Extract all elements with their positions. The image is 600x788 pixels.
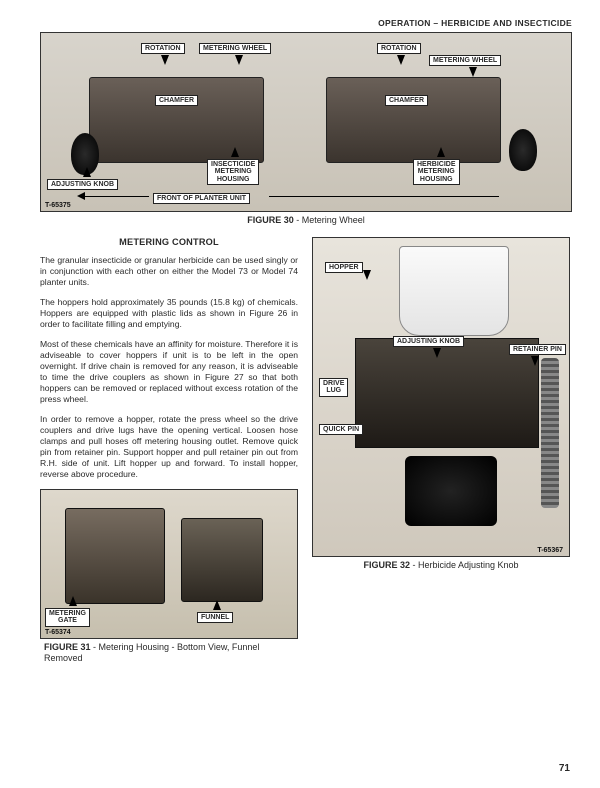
figure-32-tcode: T-65367: [537, 547, 563, 554]
arrow-icon: [397, 55, 405, 65]
arrow-icon: [437, 147, 445, 157]
left-column: METERING CONTROL The granular insecticid…: [40, 233, 298, 664]
arrow-icon: [433, 348, 441, 358]
hopper-shape: [399, 246, 509, 336]
arrow-icon: [363, 270, 371, 280]
paragraph-4: In order to remove a hopper, rotate the …: [40, 414, 298, 480]
front-of-unit-label: FRONT OF PLANTER UNIT: [153, 193, 250, 204]
figure-32-caption: FIGURE 32 - Herbicide Adjusting Knob: [312, 560, 570, 570]
herbicide-housing-label: HERBICIDE METERING HOUSING: [413, 159, 460, 185]
arrow-icon: [161, 55, 169, 65]
chamfer-left-label: CHAMFER: [155, 95, 198, 106]
funnel-label: FUNNEL: [197, 612, 233, 623]
figure-30-title: - Metering Wheel: [294, 215, 365, 225]
page-header: OPERATION – HERBICIDE AND INSECTICIDE: [40, 18, 572, 28]
arrow-icon: [83, 167, 91, 177]
paragraph-3: Most of these chemicals have an affinity…: [40, 339, 298, 405]
figure-30-tcode: T-65375: [45, 202, 71, 209]
line-icon: [83, 196, 149, 197]
housing-left-shape: [65, 508, 165, 604]
housing-right-shape: [181, 518, 263, 602]
page-number: 71: [559, 763, 570, 774]
right-housing-shape: [326, 77, 501, 163]
figure-32-title: - Herbicide Adjusting Knob: [410, 560, 519, 570]
figure-31-tcode: T-65374: [45, 629, 71, 636]
adjusting-knob-label: ADJUSTING KNOB: [47, 179, 118, 190]
section-title: METERING CONTROL: [40, 237, 298, 247]
figure-31-image: METERING GATE FUNNEL T-65374: [40, 489, 298, 639]
right-column: HOPPER ADJUSTING KNOB RETAINER PIN DRIVE…: [312, 233, 570, 570]
metering-gate-label: METERING GATE: [45, 608, 90, 627]
quick-pin-label: QUICK PIN: [319, 424, 363, 435]
rotation-right-label: ROTATION: [377, 43, 421, 54]
arrow-icon: [469, 67, 477, 77]
figure-30-number: FIGURE 30: [247, 215, 294, 225]
figure-30-caption: FIGURE 30 - Metering Wheel: [40, 215, 572, 225]
metering-wheel-left-label: METERING WHEEL: [199, 43, 271, 54]
adjusting-knob-label-32: ADJUSTING KNOB: [393, 336, 464, 347]
rotation-left-label: ROTATION: [141, 43, 185, 54]
chain-shape: [541, 358, 559, 508]
figure-32-image: HOPPER ADJUSTING KNOB RETAINER PIN DRIVE…: [312, 237, 570, 557]
metering-wheel-right-label: METERING WHEEL: [429, 55, 501, 66]
retainer-pin-label: RETAINER PIN: [509, 344, 566, 355]
drive-lug-label: DRIVE LUG: [319, 378, 348, 397]
hopper-label: HOPPER: [325, 262, 363, 273]
figure-32-number: FIGURE 32: [363, 560, 410, 570]
arrow-icon: [531, 356, 539, 366]
lower-mechanism-shape: [405, 456, 497, 526]
arrow-icon: [231, 147, 239, 157]
figure-31-caption: FIGURE 31 - Metering Housing - Bottom Vi…: [40, 642, 298, 664]
line-icon: [269, 196, 499, 197]
figure-31-number: FIGURE 31: [44, 642, 91, 652]
chamfer-right-label: CHAMFER: [385, 95, 428, 106]
paragraph-1: The granular insecticide or granular her…: [40, 255, 298, 288]
arrow-icon: [213, 600, 221, 610]
arrow-icon: [235, 55, 243, 65]
paragraph-2: The hoppers hold approximately 35 pounds…: [40, 297, 298, 330]
content-columns: METERING CONTROL The granular insecticid…: [40, 233, 572, 664]
right-knob-shape: [509, 129, 537, 171]
insecticide-housing-label: INSECTICIDE METERING HOUSING: [207, 159, 259, 185]
arrow-icon: [69, 596, 77, 606]
figure-30-image: ROTATION METERING WHEEL ROTATION METERIN…: [40, 32, 572, 212]
